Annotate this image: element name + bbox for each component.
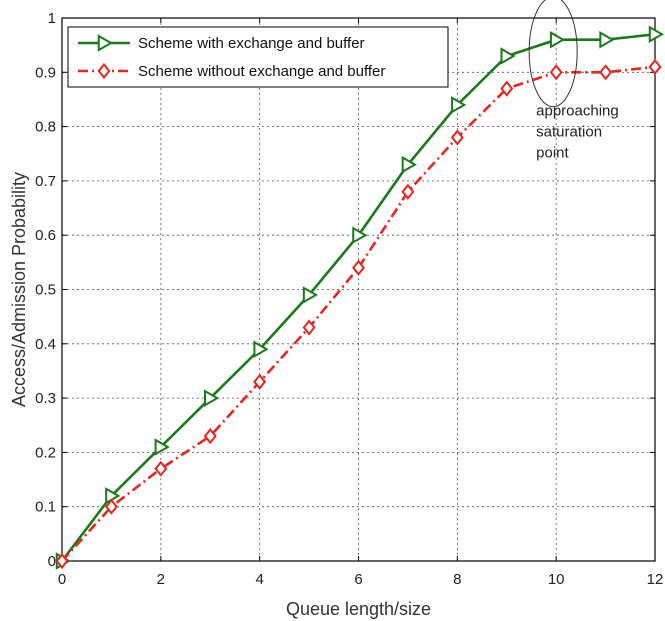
data-point xyxy=(104,498,118,515)
data-point xyxy=(401,155,417,174)
y-axis-label: Access/Admission Probability xyxy=(9,172,29,407)
y-tick-label: 0.9 xyxy=(35,64,56,81)
data-point xyxy=(549,64,563,81)
legend-label: Scheme without exchange and buffer xyxy=(138,63,385,80)
legend-marker xyxy=(97,62,111,80)
y-tick-label: 0.3 xyxy=(35,390,56,407)
legend-entry-1: Scheme with exchange and buffer xyxy=(78,34,365,52)
y-tick-label: 0.2 xyxy=(35,444,56,461)
y-tick-label: 0.7 xyxy=(35,173,56,190)
data-point xyxy=(204,389,220,407)
x-tick-label: 2 xyxy=(157,571,165,588)
data-point xyxy=(352,259,365,276)
y-tick-label: 1 xyxy=(48,10,56,27)
data-point xyxy=(154,438,170,456)
y-tick-label: 0.1 xyxy=(35,499,56,516)
legend-entry-2: Scheme without exchange and buffer xyxy=(78,62,385,80)
data-point xyxy=(253,340,269,358)
y-tick-label: 0 xyxy=(48,553,56,570)
x-axis-label: Queue length/size xyxy=(286,599,431,619)
series-2 xyxy=(55,58,662,570)
x-tick-label: 12 xyxy=(647,571,664,588)
data-point xyxy=(549,30,566,49)
data-point xyxy=(648,58,662,75)
grid xyxy=(62,18,655,561)
x-tick-label: 0 xyxy=(58,571,66,588)
data-point xyxy=(500,80,514,97)
y-tick-label: 0.8 xyxy=(35,119,56,136)
data-point xyxy=(352,226,368,244)
y-tick-label: 0.5 xyxy=(35,282,56,299)
data-point xyxy=(253,373,267,390)
x-tick-label: 6 xyxy=(354,571,362,588)
annotation-line-3: point xyxy=(536,145,569,162)
x-tick-label: 4 xyxy=(255,571,263,588)
legend-label: Scheme with exchange and buffer xyxy=(138,35,365,52)
legend-box xyxy=(67,26,449,88)
x-tick-label: 8 xyxy=(453,571,461,588)
data-point xyxy=(451,96,467,114)
data-point xyxy=(401,183,415,200)
y-tick-label: 0.4 xyxy=(35,336,56,353)
legend: Scheme with exchange and buffer Scheme wi… xyxy=(67,26,449,88)
data-point xyxy=(302,286,319,304)
data-point xyxy=(599,64,613,81)
data-point xyxy=(55,552,69,570)
data-point xyxy=(203,428,217,445)
annotation-line-2: saturation xyxy=(536,124,602,141)
data-point xyxy=(648,25,665,44)
annotation-text: approaching saturation point xyxy=(536,103,623,162)
annotation: approaching saturation point xyxy=(528,0,623,162)
axis-ticks: 0 2 4 6 8 10 12 0 0.1 0.2 0.3 0.4 0.5 0.6 0.7 0.8 0.9 1 xyxy=(35,10,663,588)
annotation-line-1: approaching xyxy=(536,103,619,120)
y-tick-label: 0.6 xyxy=(35,227,56,244)
legend-marker xyxy=(97,34,114,52)
x-tick-label: 10 xyxy=(548,571,565,588)
data-point xyxy=(105,487,121,505)
data-point xyxy=(500,47,516,65)
data-point xyxy=(302,319,316,336)
saturation-ellipse xyxy=(528,0,578,108)
data-point xyxy=(450,129,464,146)
data-point xyxy=(599,30,615,49)
series-group xyxy=(55,25,665,570)
data-point xyxy=(154,460,168,477)
